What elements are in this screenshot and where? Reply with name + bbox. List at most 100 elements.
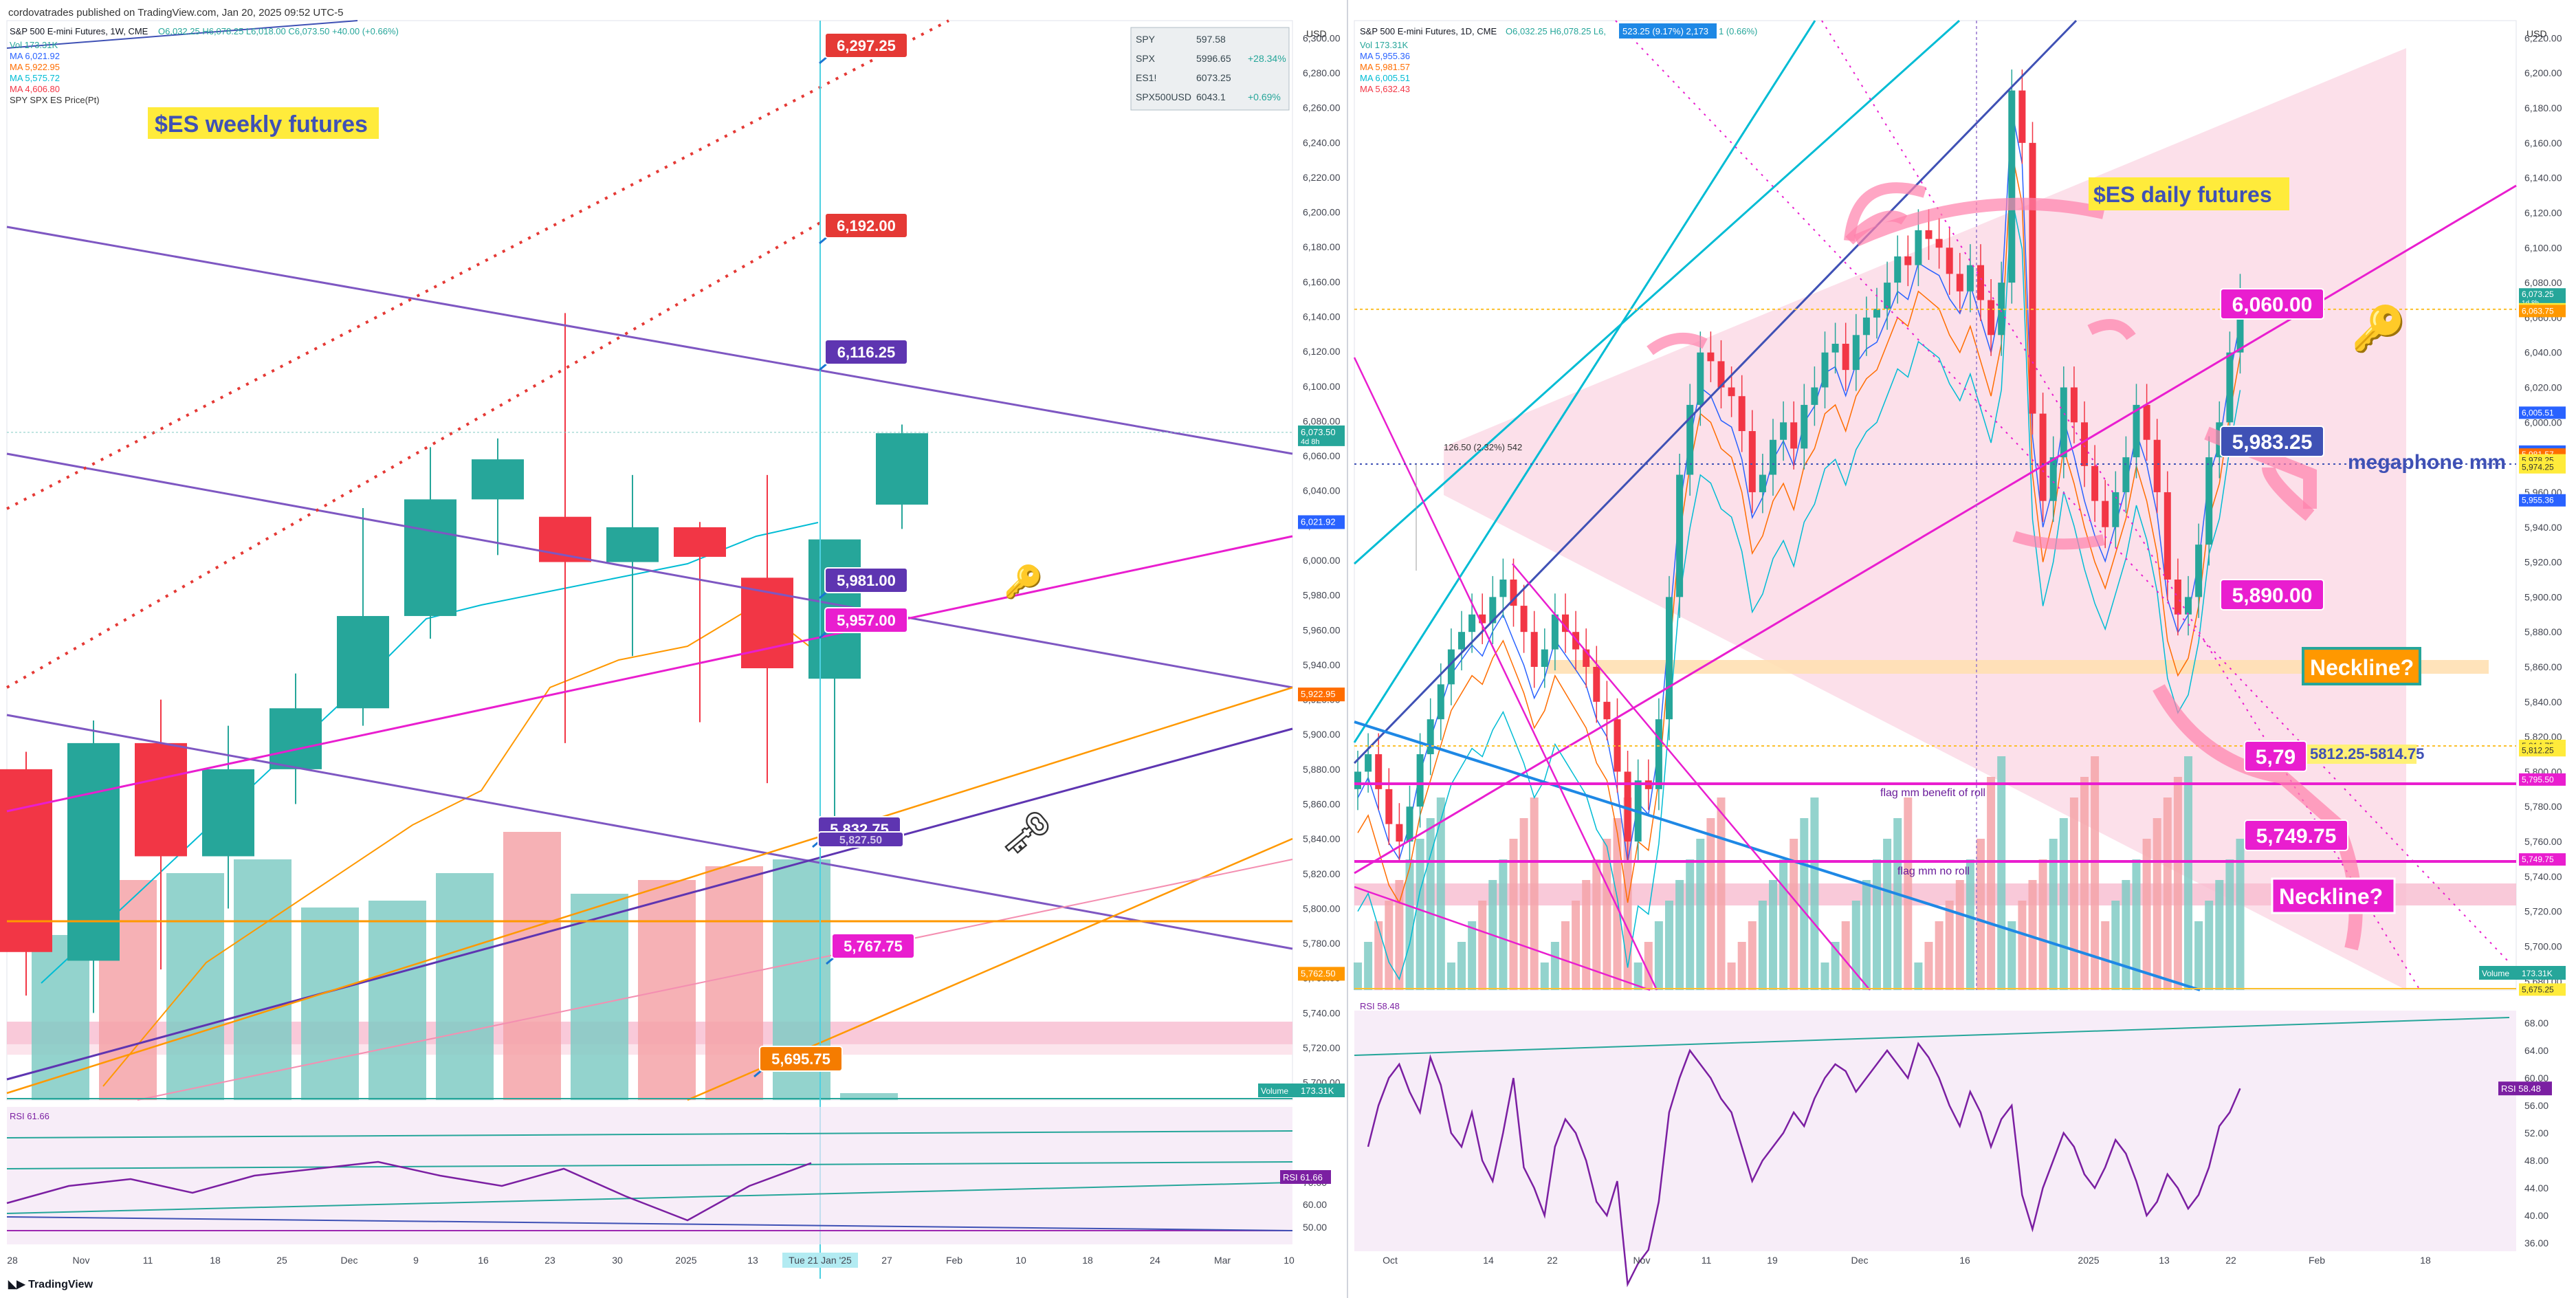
daily-candle[interactable] (2195, 523, 2203, 618)
daily-candle[interactable] (2029, 122, 2036, 435)
weekly-candle[interactable] (269, 673, 322, 804)
daily-candle[interactable] (1790, 401, 1798, 470)
daily-candle[interactable] (1842, 322, 1849, 391)
daily-rsi-pane[interactable]: RSI 58.48 68.00 64.00 60.00 56.00 52.00 48.00 4… (1354, 1001, 2552, 1288)
daily-candle[interactable] (2070, 366, 2078, 443)
weekly-candle[interactable] (135, 699, 187, 970)
daily-legend[interactable]: S&P 500 E-mini Futures, 1D, CME O6,032.25… (1360, 23, 1757, 94)
daily-candle[interactable] (2133, 384, 2140, 478)
daily-candle[interactable] (1551, 593, 1559, 671)
daily-candle[interactable] (1572, 610, 1580, 671)
weekly-level-label[interactable]: 5,767.75 (831, 933, 915, 959)
weekly-legend[interactable]: S&P 500 E-mini Futures, 1W, CME O6,032.25… (10, 26, 399, 105)
daily-candle[interactable] (1884, 261, 1891, 330)
daily-level-label[interactable]: 5,79 (2244, 740, 2307, 772)
weekly-level-label[interactable]: 6,116.25 (824, 339, 908, 365)
daily-candle[interactable] (2205, 436, 2213, 566)
daily-key-icon[interactable]: 🔑 (2351, 302, 2406, 355)
tradingview-logo[interactable]: ◣▶ TradingView (8, 1277, 93, 1291)
weekly-candle[interactable] (674, 522, 726, 723)
daily-candle[interactable] (1852, 314, 1860, 391)
daily-candle[interactable] (1437, 663, 1444, 740)
weekly-candle[interactable] (67, 720, 120, 1013)
daily-candle[interactable] (1583, 628, 1590, 688)
weekly-candle[interactable] (404, 447, 456, 639)
daily-candle[interactable] (1541, 628, 1548, 688)
daily-candle[interactable] (1811, 366, 1818, 426)
weekly-level-label[interactable]: 5,957.00 (824, 607, 908, 633)
daily-candle[interactable] (1748, 410, 1756, 514)
weekly-time-axis[interactable]: 28 Nov 11 18 25 Dec 9 16 23 30 2025 13 Tue 21 Jan '2… (7, 1253, 1295, 1268)
daily-candle[interactable] (1655, 698, 1662, 811)
daily-candle[interactable] (2049, 436, 2057, 522)
daily-candle[interactable] (1614, 698, 1621, 793)
daily-candle[interactable] (2060, 366, 2067, 478)
daily-candle[interactable] (2018, 69, 2026, 164)
weekly-level-label[interactable]: 5,981.00 (824, 567, 908, 593)
daily-candle[interactable] (2081, 401, 2088, 487)
daily-candle[interactable] (1821, 331, 1829, 408)
daily-candle[interactable] (1904, 235, 1912, 287)
daily-candle[interactable] (1447, 628, 1455, 705)
daily-candle[interactable] (1977, 244, 1984, 321)
daily-candle[interactable] (2039, 393, 2047, 522)
daily-candle[interactable] (1416, 733, 1424, 828)
daily-candle[interactable] (1946, 226, 1953, 295)
daily-candle[interactable] (1603, 681, 1611, 740)
daily-level-label[interactable]: 6,060.00 (2220, 288, 2324, 320)
daily-candle[interactable] (1427, 698, 1434, 776)
daily-level-label[interactable]: 5,890.00 (2220, 579, 2324, 610)
daily-candle[interactable] (2185, 575, 2192, 636)
weekly-candle[interactable] (472, 438, 524, 556)
daily-candle[interactable] (1499, 558, 1507, 618)
daily-candle[interactable] (1956, 252, 1963, 313)
daily-level-label[interactable]: 5,983.25 (2220, 426, 2324, 457)
weekly-level-label[interactable]: 6,297.25 (824, 32, 908, 58)
daily-candle[interactable] (1988, 279, 1995, 356)
daily-candle[interactable] (2164, 471, 2171, 601)
compare-table[interactable]: SPY 597.58 SPX 5996.65 +28.34% ES1! 6073.25 SPX… (1130, 27, 1290, 111)
daily-candle[interactable] (1686, 384, 1694, 496)
weekly-candle[interactable] (337, 508, 389, 726)
daily-candle[interactable] (2143, 384, 2150, 461)
daily-candle[interactable] (1676, 454, 1684, 618)
daily-candle[interactable] (1624, 750, 1631, 863)
daily-candle[interactable] (1593, 646, 1600, 723)
weekly-level-label[interactable]: 5,695.75 (759, 1046, 843, 1072)
daily-candle[interactable] (1998, 261, 2005, 356)
weekly-chart-pane[interactable] (0, 19, 1293, 1279)
daily-candle[interactable] (1479, 593, 1486, 644)
weekly-level-label[interactable]: 6,192.00 (824, 212, 908, 239)
daily-candle[interactable] (1489, 575, 1497, 644)
daily-candle[interactable] (2091, 445, 2099, 522)
daily-candle[interactable] (2008, 69, 2016, 304)
daily-candle[interactable] (1707, 331, 1715, 382)
daily-candle[interactable] (1510, 558, 1517, 627)
daily-chart-pane[interactable] (1353, 19, 2517, 991)
daily-candle[interactable] (1801, 384, 1808, 470)
daily-candle[interactable] (1396, 803, 1403, 863)
daily-candle[interactable] (1530, 610, 1538, 688)
daily-candle[interactable] (1385, 768, 1393, 846)
daily-candle[interactable] (2174, 558, 2181, 636)
daily-time-axis[interactable]: Oct 14 22 Nov 11 19 Dec 16 2025 13 22 Feb 18 (1383, 1255, 2431, 1266)
daily-candle[interactable] (1562, 593, 1569, 653)
daily-candle[interactable] (1717, 340, 1725, 408)
daily-candle[interactable] (1894, 235, 1902, 304)
daily-candle[interactable] (1770, 419, 1776, 496)
daily-level-label[interactable]: 5,749.75 (2244, 820, 2348, 851)
daily-candle[interactable] (2122, 436, 2130, 514)
daily-candle[interactable] (1458, 610, 1465, 671)
daily-candle[interactable] (1666, 575, 1673, 740)
weekly-candle[interactable] (876, 424, 928, 529)
daily-candle[interactable] (2226, 331, 2234, 443)
key-icon[interactable]: 🔑 (1004, 562, 1043, 601)
daily-candle[interactable] (1831, 322, 1839, 374)
daily-candle[interactable] (1738, 375, 1746, 452)
weekly-level-label-behind[interactable]: 5,827.50 (817, 831, 904, 848)
weekly-candle[interactable] (606, 474, 659, 657)
